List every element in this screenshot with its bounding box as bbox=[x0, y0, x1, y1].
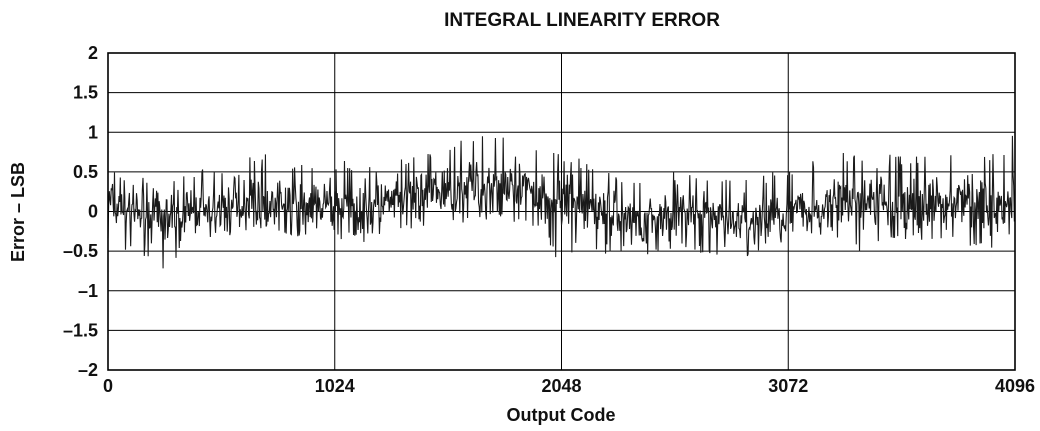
y-axis-label: Error – LSB bbox=[8, 162, 28, 262]
y-tick-label: 1 bbox=[88, 122, 98, 142]
y-axis-ticks: –2 –1.5 –1 –0.5 0 0.5 1 1.5 2 bbox=[63, 43, 98, 380]
x-axis-ticks: 0 1024 2048 3072 4096 bbox=[103, 376, 1035, 396]
y-tick-label: –1 bbox=[78, 281, 98, 301]
y-tick-label: –2 bbox=[78, 360, 98, 380]
y-tick-label: 1.5 bbox=[73, 83, 98, 103]
y-tick-label: 2 bbox=[88, 43, 98, 63]
y-tick-label: 0 bbox=[88, 202, 98, 222]
x-tick-label: 0 bbox=[103, 376, 113, 396]
y-tick-label: –0.5 bbox=[63, 241, 98, 261]
x-tick-label: 3072 bbox=[768, 376, 808, 396]
ile-series-line bbox=[107, 135, 1016, 269]
x-tick-label: 2048 bbox=[541, 376, 581, 396]
x-axis-label: Output Code bbox=[507, 405, 616, 425]
plot-area bbox=[107, 52, 1016, 371]
x-tick-label: 1024 bbox=[315, 376, 355, 396]
y-tick-label: –1.5 bbox=[63, 320, 98, 340]
chart-title: INTEGRAL LINEARITY ERROR bbox=[444, 10, 720, 31]
x-tick-label: 4096 bbox=[995, 376, 1035, 396]
y-tick-label: 0.5 bbox=[73, 162, 98, 182]
